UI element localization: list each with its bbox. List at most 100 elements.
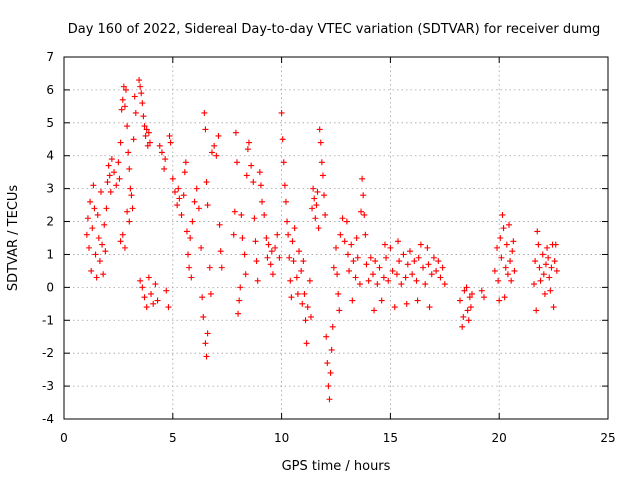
data-point: [380, 274, 387, 281]
data-point: [542, 261, 549, 268]
data-point: [191, 198, 198, 205]
data-point: [398, 281, 405, 288]
data-point: [130, 136, 137, 143]
data-point: [290, 258, 297, 265]
data-point: [119, 231, 126, 238]
data-point: [207, 290, 214, 297]
data-point: [121, 103, 128, 110]
data-point: [296, 248, 303, 255]
data-point: [106, 172, 113, 179]
data-point: [87, 198, 94, 205]
data-point: [118, 106, 125, 113]
data-point: [202, 126, 209, 133]
y-tick-label: 6: [46, 83, 54, 97]
data-point: [158, 149, 165, 156]
data-point: [206, 264, 213, 271]
data-point: [195, 205, 202, 212]
data-point: [353, 235, 360, 241]
data-point: [539, 251, 546, 258]
data-point: [319, 172, 326, 179]
data-point: [180, 192, 187, 199]
data-point: [241, 251, 248, 258]
data-point: [402, 274, 409, 281]
data-point: [129, 205, 136, 212]
data-point: [161, 165, 168, 172]
data-point: [259, 198, 266, 205]
data-point: [507, 258, 514, 265]
data-point: [132, 109, 139, 116]
data-point: [414, 297, 421, 304]
data-point: [337, 231, 344, 238]
data-point: [257, 182, 264, 189]
data-point: [363, 261, 370, 268]
axis-ticks: [63, 56, 609, 420]
data-point: [97, 188, 104, 195]
data-point: [478, 287, 485, 294]
data-point: [495, 277, 502, 284]
data-point: [175, 185, 182, 192]
data-point: [126, 165, 133, 172]
data-point: [547, 287, 554, 294]
data-point: [395, 238, 402, 245]
data-point: [281, 182, 288, 189]
data-point: [235, 310, 242, 317]
data-point: [86, 244, 93, 251]
data-point: [208, 149, 215, 156]
data-point: [343, 218, 350, 225]
data-point: [144, 142, 151, 149]
data-point: [344, 251, 351, 258]
data-point: [298, 267, 305, 274]
data-point: [124, 208, 131, 215]
data-point: [500, 225, 507, 232]
data-point: [125, 149, 132, 156]
data-point: [131, 93, 138, 100]
data-point: [284, 218, 291, 225]
data-point: [286, 254, 293, 261]
data-point: [329, 323, 336, 330]
data-point: [378, 297, 385, 304]
data-point: [103, 205, 110, 212]
data-point: [551, 258, 558, 265]
data-point: [406, 248, 413, 255]
data-point: [358, 208, 365, 215]
y-tick-labels: -4 -3 -2 -1 0 1 2 3 4 5 6 7: [42, 50, 54, 426]
data-point: [121, 244, 128, 251]
data-point: [372, 258, 379, 265]
data-point: [288, 294, 295, 301]
data-point: [553, 267, 560, 274]
data-point: [497, 235, 504, 241]
data-point: [460, 313, 467, 320]
data-point: [335, 290, 342, 297]
data-point: [326, 396, 333, 403]
data-point: [317, 139, 324, 146]
data-point: [509, 248, 516, 255]
data-point: [119, 96, 126, 103]
data-point: [178, 211, 185, 218]
data-point: [356, 281, 363, 288]
data-point: [92, 251, 99, 258]
data-point: [463, 284, 470, 291]
data-point: [99, 241, 106, 248]
data-point: [302, 317, 309, 324]
data-point: [318, 159, 325, 166]
data-point: [465, 317, 472, 324]
x-tick-label: 25: [600, 431, 615, 445]
data-point: [467, 304, 474, 311]
data-point: [306, 277, 313, 284]
data-point: [261, 211, 268, 218]
data-point: [105, 162, 112, 169]
data-point: [352, 274, 359, 281]
data-point: [154, 297, 161, 304]
data-point: [254, 277, 261, 284]
data-point: [367, 254, 374, 261]
data-point: [236, 297, 243, 304]
data-point: [491, 267, 498, 274]
x-tick-label: 20: [492, 431, 507, 445]
data-point: [511, 267, 518, 274]
data-point: [200, 313, 207, 320]
data-point: [469, 290, 475, 297]
data-point: [137, 277, 144, 284]
data-point: [498, 254, 505, 261]
x-tick-label: 10: [274, 431, 289, 445]
